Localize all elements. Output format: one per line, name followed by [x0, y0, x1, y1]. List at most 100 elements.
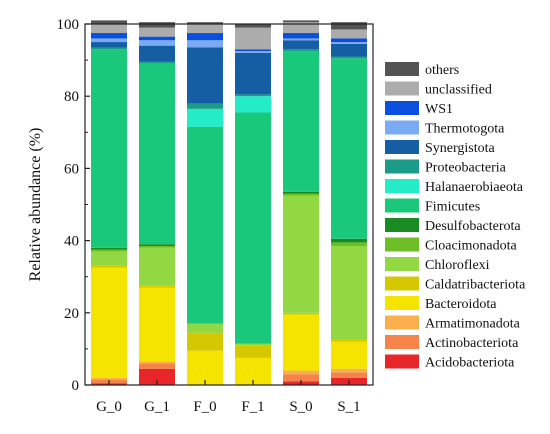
- bar-segment-cloacimonadota: [139, 246, 175, 248]
- bar-segment-caldatribacteriota: [187, 332, 223, 351]
- bar-segment-others: [331, 22, 367, 30]
- bar-segment-thermotogota: [139, 40, 175, 46]
- legend-label: Acidobacteriota: [425, 356, 515, 371]
- legend-swatch: [385, 296, 419, 310]
- bar-segment-cloacimonadota: [331, 242, 367, 247]
- bar-segment-thermotogota: [91, 38, 127, 43]
- legend-label: Thermotogota: [425, 122, 505, 137]
- legend-swatch: [385, 179, 419, 193]
- bar-segment-armatimonadota: [91, 377, 127, 380]
- bar-segment-unclassified: [331, 29, 367, 39]
- legend-label: unclassified: [425, 83, 492, 98]
- bar-segment-desulfobacterota: [331, 238, 367, 243]
- bar-segment-caldatribacteriota: [139, 285, 175, 288]
- bar-segment-ws1: [283, 33, 319, 39]
- bar-segment-synergistota: [139, 45, 175, 62]
- legend-label: Fimicutes: [425, 200, 480, 215]
- bar-stack-f-0: [187, 22, 223, 385]
- bar-segment-unclassified: [283, 22, 319, 34]
- legend-swatch: [385, 62, 419, 76]
- legend-swatch: [385, 276, 419, 291]
- bar-segment-thermotogota: [331, 42, 367, 44]
- bar-segment-bacteroidota: [283, 314, 319, 371]
- legend-swatch: [385, 257, 419, 271]
- bar-segment-thermotogota: [187, 40, 223, 48]
- bar-segment-desulfobacterota: [283, 191, 319, 194]
- bar-stack-s-1: [331, 22, 367, 385]
- bar-segment-synergistota: [235, 52, 271, 95]
- legend-label: Actinobacteriota: [425, 336, 519, 351]
- bar-segment-ws1: [139, 36, 175, 41]
- bar-segment-proteobacteria: [235, 94, 271, 97]
- bar-segment-chloroflexi: [235, 343, 271, 346]
- bar-segment-halanaerobiaeota: [187, 108, 223, 127]
- bar-segment-thermotogota: [283, 38, 319, 41]
- bar-segment-actinobacteriota: [283, 374, 319, 382]
- legend-item: Cloacimonadota: [385, 237, 518, 254]
- legend-label: Bacteroidota: [425, 297, 497, 312]
- legend-item: Thermotogota: [385, 120, 505, 137]
- legend-item: unclassified: [385, 81, 492, 98]
- bar-segment-chloroflexi: [139, 247, 175, 286]
- bar-segment-fimicutes: [187, 126, 223, 324]
- bar-segment-unclassified: [235, 27, 271, 50]
- y-tick-label: 60: [64, 161, 79, 177]
- bar-segment-synergistota: [91, 42, 127, 48]
- legend-item: Synergistota: [385, 140, 496, 156]
- bar-segment-desulfobacterota: [139, 244, 175, 247]
- bar-segment-ws1: [331, 38, 367, 43]
- legend-swatch: [385, 218, 419, 232]
- legend-swatch: [385, 101, 419, 115]
- legend-swatch: [385, 81, 419, 96]
- bar-segment-caldatribacteriota: [235, 345, 271, 358]
- legend-label: WS1: [425, 102, 453, 117]
- bar-segment-cloacimonadota: [91, 249, 127, 252]
- bar-segment-fimicutes: [331, 58, 367, 239]
- bar-segment-fimicutes: [283, 51, 319, 192]
- legend-label: Caldatribacteriota: [425, 278, 526, 293]
- bar-segment-caldatribacteriota: [91, 265, 127, 268]
- legend-item: WS1: [385, 101, 453, 117]
- x-tick-label: G_0: [96, 399, 122, 415]
- bar-segment-bacteroidota: [187, 350, 223, 385]
- bar-segment-unclassified: [139, 27, 175, 37]
- bar-segment-fimicutes: [235, 112, 271, 344]
- bar-segment-proteobacteria: [331, 56, 367, 59]
- legend-swatch: [385, 198, 419, 213]
- bar-segment-others: [235, 24, 271, 28]
- legend-label: Armatimonadota: [425, 317, 521, 332]
- bar-stack-s-0: [283, 20, 319, 385]
- x-tick-label: F_0: [193, 399, 216, 415]
- bar-segment-fimicutes: [91, 49, 127, 248]
- legend: others unclassified WS1 Thermotogota Synergi…: [385, 62, 526, 371]
- x-tick-label: S_0: [289, 399, 312, 415]
- legend-swatch: [385, 120, 419, 135]
- bars-layer: [91, 20, 367, 385]
- legend-swatch: [385, 335, 419, 349]
- bar-segment-bacteroidota: [331, 341, 367, 369]
- legend-label: Halanaerobiaeota: [425, 180, 524, 195]
- bar-segment-actinobacteriota: [331, 372, 367, 378]
- legend-item: Actinobacteriota: [385, 335, 519, 351]
- legend-swatch: [385, 354, 419, 369]
- y-axis-label: Relative abundance (%): [27, 128, 44, 282]
- legend-swatch: [385, 140, 419, 154]
- x-tick-label: G_1: [144, 399, 170, 415]
- y-tick-label: 40: [64, 234, 79, 250]
- bar-stack-f-1: [235, 24, 271, 385]
- bar-segment-unclassified: [91, 24, 127, 34]
- bar-segment-desulfobacterota: [91, 247, 127, 250]
- bar-segment-synergistota: [331, 43, 367, 57]
- bar-segment-synergistota: [283, 40, 319, 50]
- x-tick-label: S_1: [337, 399, 360, 415]
- bar-segment-others: [139, 22, 175, 28]
- legend-item: Halanaerobiaeota: [385, 179, 524, 195]
- legend-label: Proteobacteria: [425, 161, 507, 176]
- x-axis: G_0 G_1 F_0 F_1 S_0 S_1: [96, 380, 361, 415]
- legend-swatch: [385, 159, 419, 174]
- legend-item: Bacteroidota: [385, 296, 497, 312]
- bar-segment-chloroflexi: [187, 323, 223, 333]
- legend-label: others: [425, 63, 459, 78]
- legend-swatch: [385, 237, 419, 252]
